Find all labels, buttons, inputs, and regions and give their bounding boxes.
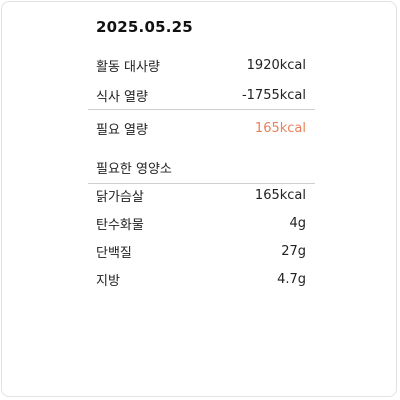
required-calories-row: 필요 열량 165kcal xyxy=(96,118,306,138)
row-value: 1920kcal xyxy=(246,57,306,73)
divider xyxy=(88,109,315,110)
row-label: 지방 xyxy=(96,273,120,289)
row-value: -1755kcal xyxy=(241,87,306,103)
divider xyxy=(88,183,315,184)
row-value: 4g xyxy=(289,215,306,231)
nutrients-section-title: 필요한 영양소 xyxy=(96,162,172,177)
nutrient-row: 지방 4.7g xyxy=(96,269,306,289)
row-label: 닭가슴살 xyxy=(96,189,144,205)
date-title: 2025.05.25 xyxy=(96,18,193,36)
nutrient-row: 닭가슴살 165kcal xyxy=(96,185,306,205)
row-label: 식사 열량 xyxy=(96,89,148,105)
row-value: 165kcal xyxy=(254,187,306,203)
nutrient-row: 탄수화물 4g xyxy=(96,213,306,233)
summary-row-activity: 활동 대사량 1920kcal xyxy=(96,55,306,75)
row-label: 탄수화물 xyxy=(96,217,144,233)
required-calories-value: 165kcal xyxy=(254,120,306,136)
summary-row-meal: 식사 열량 -1755kcal xyxy=(96,85,306,105)
row-label: 활동 대사량 xyxy=(96,59,160,75)
row-value: 4.7g xyxy=(277,271,306,287)
row-label: 단백질 xyxy=(96,245,132,261)
nutrient-row: 단백질 27g xyxy=(96,241,306,261)
row-label: 필요 열량 xyxy=(96,122,148,138)
row-value: 27g xyxy=(281,243,306,259)
